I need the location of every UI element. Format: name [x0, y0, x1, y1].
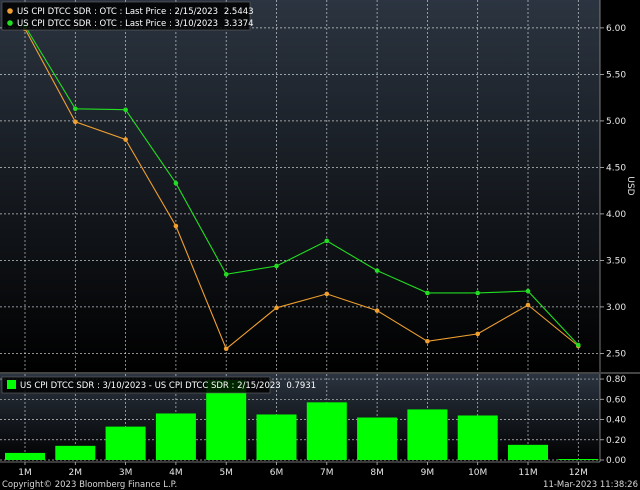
legend-entry-series-1: US CPI DTCC SDR : OTC : Last Price : 2/1… — [17, 7, 254, 17]
bar — [256, 414, 297, 460]
series-1-point — [73, 119, 78, 125]
line-series — [22, 23, 581, 352]
legend-marker-series-1 — [7, 8, 13, 14]
bar — [105, 426, 146, 460]
timestamp-text: 11-Mar-2023 11:38:26 — [543, 480, 638, 490]
bar — [55, 445, 96, 460]
bar-series — [5, 380, 599, 460]
series-1-point — [223, 346, 229, 352]
bar — [155, 413, 196, 460]
x-tick-label: 11M — [518, 468, 537, 478]
series-1-point — [525, 302, 531, 308]
legend-value-series-2: 3.3374 — [224, 19, 254, 29]
bar — [457, 415, 498, 460]
series-1-point — [274, 305, 279, 311]
top-grid — [0, 0, 600, 372]
x-tick-label: 8M — [370, 468, 384, 478]
bottom-y-tick-label: 0.80 — [606, 375, 626, 385]
top-y-tick-label: 3.00 — [606, 303, 626, 313]
x-tick-label: 4M — [169, 468, 183, 478]
top-y-tick-label: 6.00 — [606, 24, 626, 34]
series-1-point — [173, 223, 179, 229]
top-legend-box — [1, 1, 251, 31]
legend-name-series-1: US CPI DTCC SDR : OTC : Last Price : 2/1… — [17, 7, 218, 17]
series-2-point — [425, 290, 430, 296]
legend-name-series-2: US CPI DTCC SDR : OTC : Last Price : 3/1… — [17, 19, 218, 29]
copyright-text: Copyright© 2023 Bloomberg Finance L.P. — [2, 480, 177, 490]
top-y-tick-label: 3.50 — [606, 256, 626, 266]
legend-marker-series-2 — [7, 20, 13, 26]
series-2-point — [123, 107, 128, 113]
top-y-tick-label: 4.50 — [606, 163, 626, 173]
top-y-tick-label: 5.00 — [606, 117, 626, 127]
top-panel-background — [0, 0, 600, 372]
series-2-point — [374, 268, 380, 273]
legend-marker-bar-series — [7, 380, 16, 389]
series-2-point — [475, 290, 481, 296]
bar — [306, 402, 347, 460]
x-tick-label: 3M — [119, 468, 133, 478]
bottom-legend-box — [1, 376, 271, 394]
x-tick-label: 6M — [270, 468, 284, 478]
top-y-axis: 6.00 5.50 5.00 4.50 4.00 3.50 3.00 2.50 — [599, 0, 626, 372]
legend-entry-series-2: US CPI DTCC SDR : OTC : Last Price : 3/1… — [17, 19, 254, 29]
bar — [558, 458, 599, 460]
series-1-point — [475, 331, 481, 337]
bar — [407, 409, 448, 460]
series-line-2 — [24, 25, 579, 346]
bottom-y-tick-label: 0.20 — [606, 436, 626, 446]
x-tick-label: 5M — [219, 468, 233, 478]
x-tick-label: 7M — [320, 468, 334, 478]
series-1-point — [324, 291, 330, 297]
series-1-point — [123, 137, 128, 142]
series-2-point — [576, 342, 581, 348]
top-y-tick-label: 4.00 — [606, 210, 626, 220]
series-2-point — [173, 180, 179, 186]
legend-value-series-1: 2.5443 — [224, 7, 254, 17]
legend-entry-bar-series: US CPI DTCC SDR : 3/10/2023 - US CPI DTC… — [20, 381, 316, 391]
top-y-tick-label: 2.50 — [606, 349, 626, 359]
top-y-tick-label: 5.50 — [606, 70, 626, 80]
x-tick-label: 2M — [69, 468, 83, 478]
bar — [5, 452, 45, 460]
x-tick-label: 10M — [468, 468, 487, 478]
x-tick-label: 9M — [421, 468, 435, 478]
series-2-point — [274, 263, 279, 269]
bar — [508, 444, 548, 460]
bottom-y-tick-label: 0.00 — [606, 456, 626, 466]
legend-name-bar-series: US CPI DTCC SDR : 3/10/2023 - US CPI DTC… — [20, 381, 281, 391]
series-1-point — [425, 339, 430, 344]
series-2-point — [223, 272, 229, 277]
series-1-point — [374, 308, 380, 313]
bottom-legend: US CPI DTCC SDR : 3/10/2023 - US CPI DTC… — [1, 376, 316, 394]
x-tick-label: 12M — [569, 468, 588, 478]
x-axis: 1M 2M 3M 4M 5M 6M 7M 8M 9M 10M 11M 12M — [0, 461, 600, 478]
top-y-axis-label: USD — [625, 176, 635, 195]
bottom-y-tick-label: 0.40 — [606, 416, 626, 426]
bottom-y-tick-label: 0.60 — [606, 395, 626, 405]
series-2-point — [324, 238, 330, 244]
bar — [206, 380, 247, 460]
bar — [357, 417, 398, 460]
series-2-point — [525, 288, 531, 294]
legend-value-bar-series: 0.7931 — [286, 381, 316, 391]
series-2-point — [73, 106, 78, 112]
x-tick-label: 1M — [18, 468, 32, 478]
series-line-1 — [24, 28, 579, 350]
top-legend: US CPI DTCC SDR : OTC : Last Price : 2/1… — [1, 1, 254, 31]
bottom-y-axis: 0.80 0.60 0.40 0.20 0.00 — [599, 374, 626, 466]
